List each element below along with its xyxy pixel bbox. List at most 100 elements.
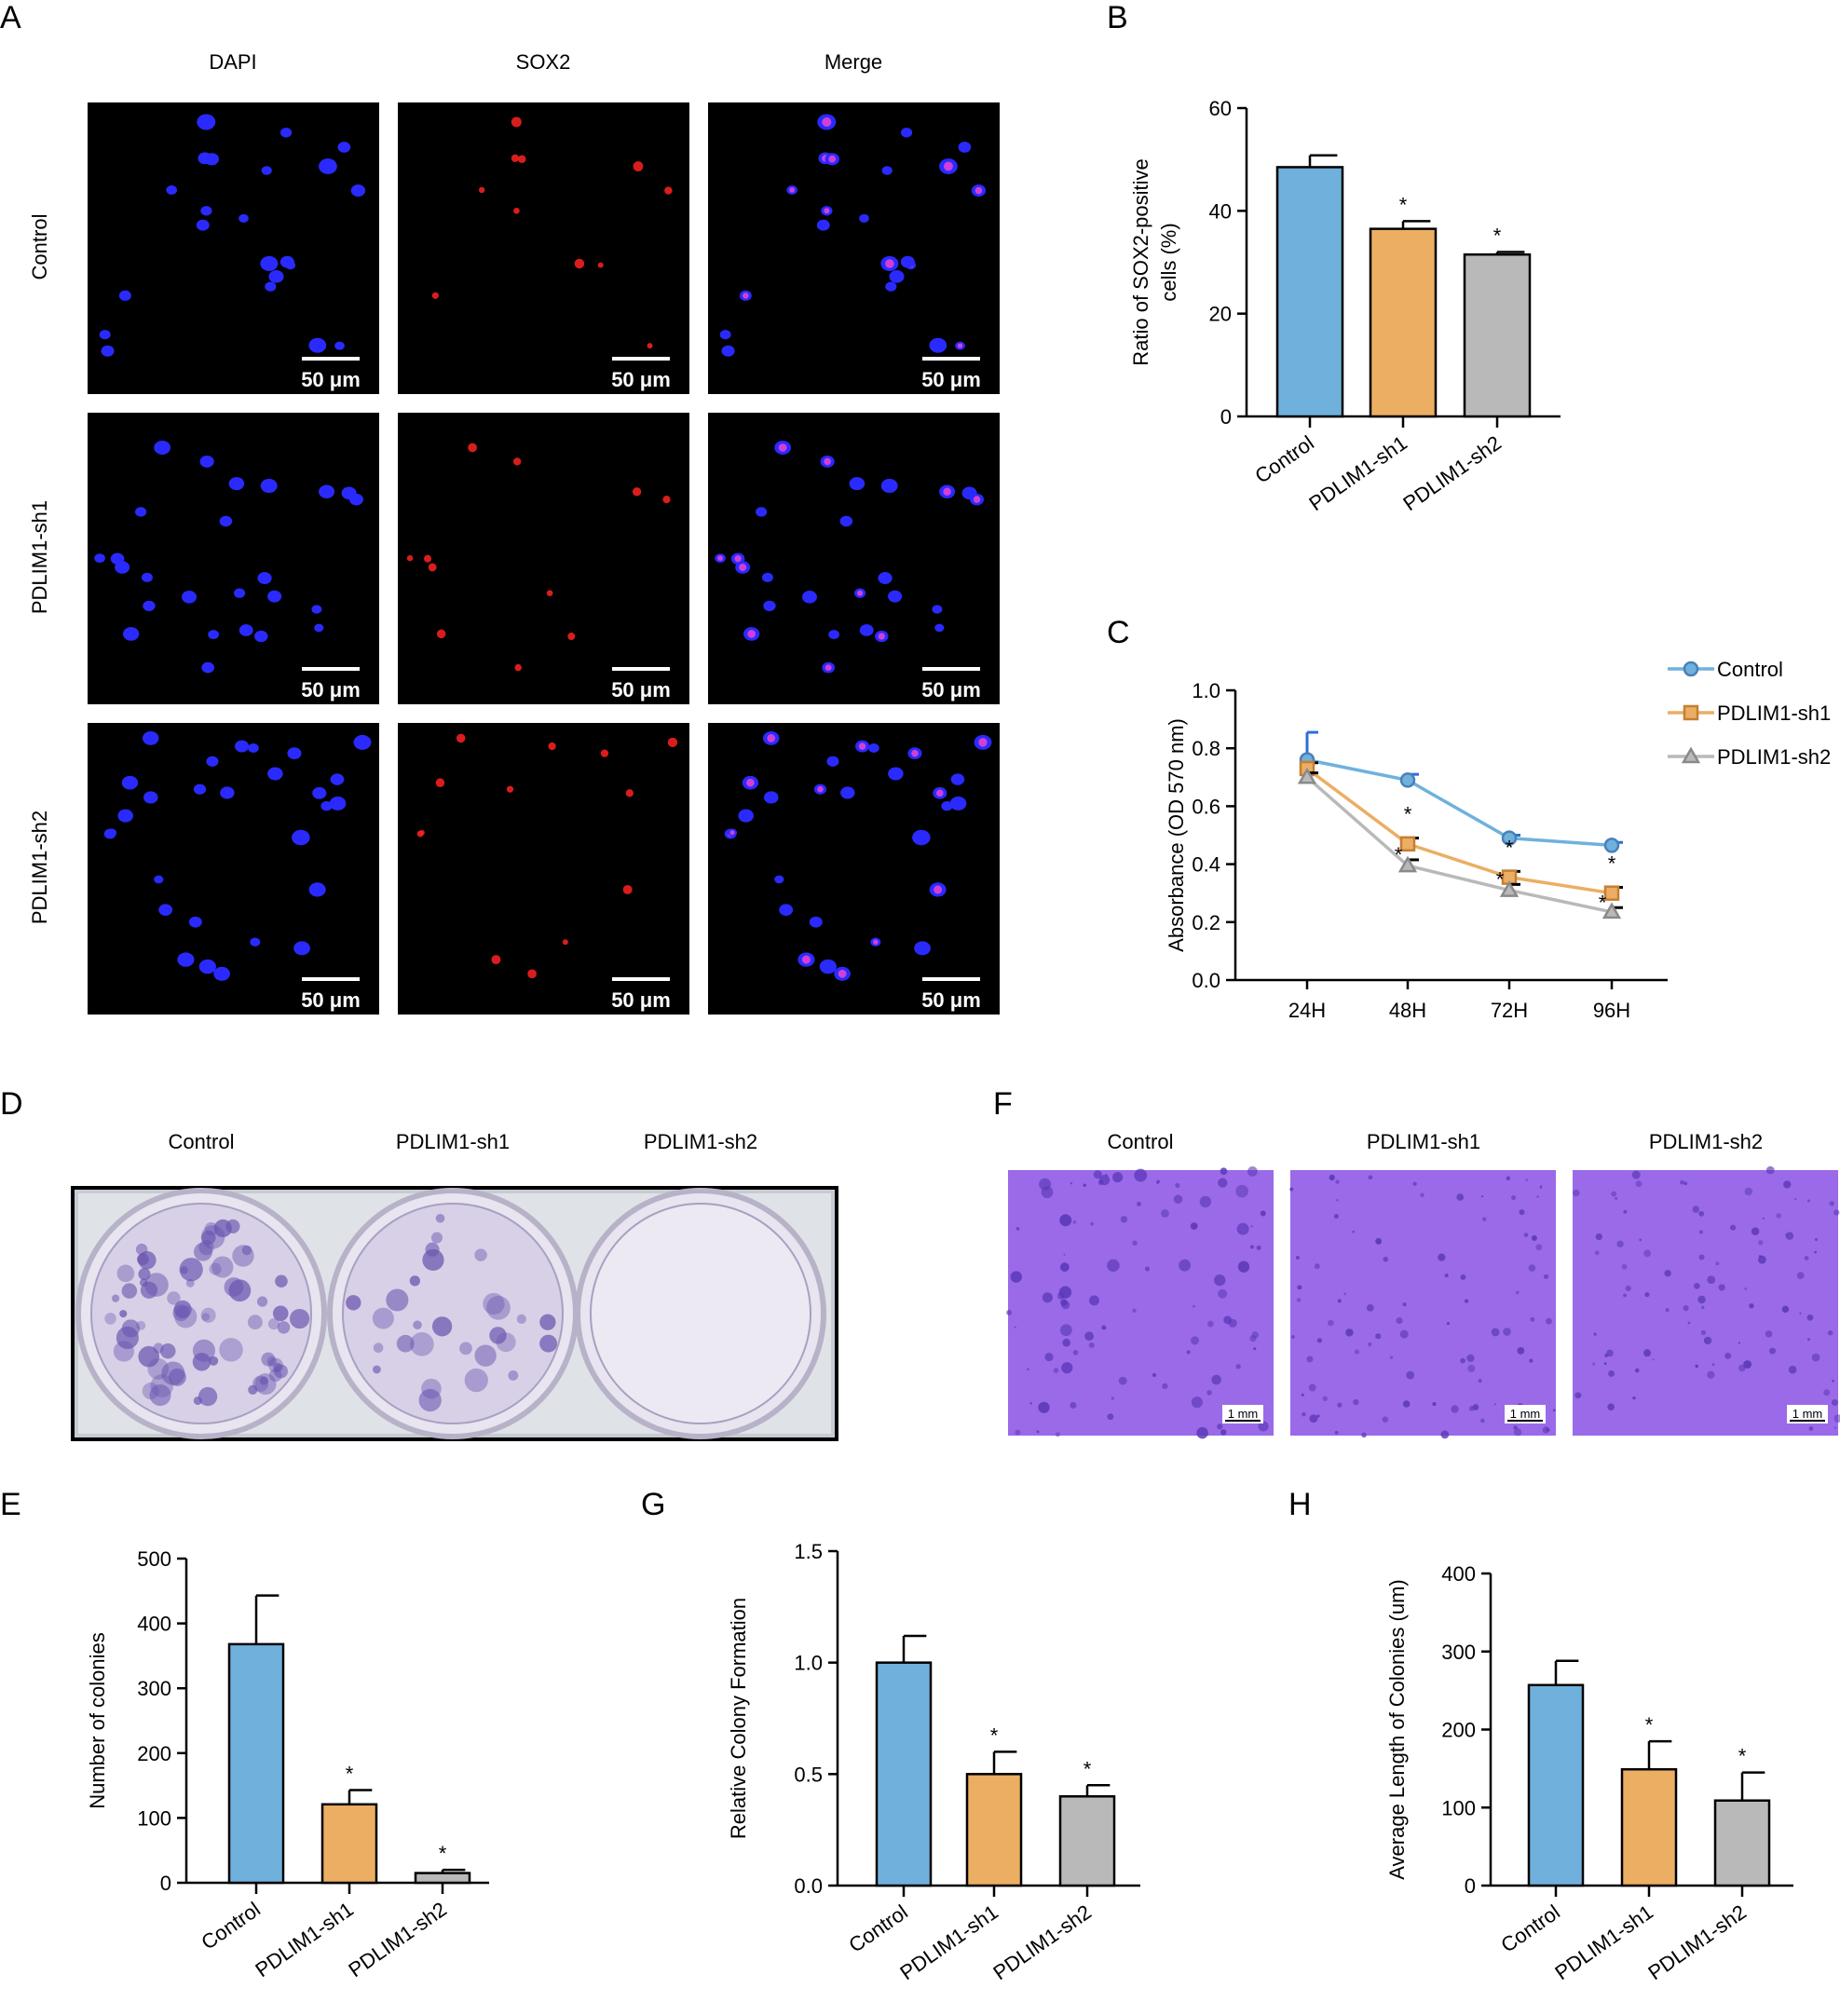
scale-bar-label: 50 μm [921,368,981,391]
bar-pdlim1-sh2 [414,1872,471,1885]
data-point [1601,902,1622,919]
data-point [1603,838,1620,853]
column-label-merge: Merge [825,50,882,74]
colony-plate-photo [71,1186,838,1441]
scale-bar-label: 50 μm [301,988,361,1012]
x-tick-label: 96H [1593,999,1630,1022]
panel-letter-d: D [0,1086,23,1122]
panel-letter-c: C [1107,615,1130,650]
bar-pdlim1-sh1 [1369,227,1438,418]
plate-label-sh1: PDLIM1-sh1 [396,1130,510,1153]
scale-bar-label: 50 μm [611,368,671,391]
bar-pdlim1-sh2 [1058,1795,1116,1887]
chart-h-colony-length: 0 100 200 300 400 Control * PDLIM1-sh1 * PDLIM1-s… [1385,1562,1793,1984]
y-tick-label: 0.8 [1192,737,1220,760]
x-tick-label: PDLIM1-sh2 [344,1898,451,1982]
column-label-dapi: DAPI [209,50,256,74]
series-line [1306,757,1613,848]
chart-e-colony-number: 0 100 200 300 400 500 Control * PDLIM1-sh1 * PDLIM… [86,1547,489,1982]
significance-mark: * [1506,836,1514,859]
plate-label-control: Control [169,1130,235,1153]
y-tick-label: 400 [137,1613,171,1636]
legend-label: Control [1717,658,1783,681]
significance-mark: * [1738,1745,1747,1768]
y-tick-label: 500 [137,1547,171,1571]
y-axis-label: Absorbance (OD 570 nm) [1165,718,1188,952]
y-tick-label: 300 [137,1677,171,1700]
y-axis-label: Relative Colony Formation [727,1598,750,1839]
fluorescence-image-grid: 50 μm 50 μm 50 μm 50 μm 50 μm 50 μm 50 μm 50 μm… [88,102,1000,1015]
legend-label: PDLIM1-sh2 [1717,745,1831,769]
x-tick-label: PDLIM1-sh2 [988,1900,1096,1985]
micrograph-tile: 50 μm [88,413,379,704]
y-tick-label: 200 [1441,1719,1476,1742]
scale-bar-label: 50 μm [611,988,671,1012]
significance-mark: * [346,1762,354,1785]
y-tick-label: 60 [1209,97,1232,120]
scale-bar-label: 50 μm [301,678,361,702]
significance-mark: * [1493,224,1502,247]
bar-control [1527,1683,1585,1887]
series-line [1305,767,1613,895]
micrograph-tile: 50 μm [708,723,1000,1015]
y-tick-label: 0.4 [1192,853,1220,877]
bar-control [875,1661,933,1887]
bar-control [1275,166,1344,418]
x-tick-label: PDLIM1-sh1 [895,1900,1002,1985]
culture-well [75,1188,327,1439]
panel-f-column-labels: Control PDLIM1-sh1 PDLIM1-sh2 [1108,1130,1764,1153]
legend-entry: PDLIM1-sh2 [1668,745,1831,769]
panel-a-column-labels: DAPI SOX2 Merge [209,50,882,74]
culture-well [327,1188,579,1439]
y-tick-label: 1.0 [794,1652,823,1675]
significance-mark: * [439,1842,447,1865]
chart-b-sox2-ratio: 0 20 40 60 Control * PDLIM1-sh1 * PDLIM1-sh2 Rati… [1129,97,1561,515]
significance-mark: * [990,1723,999,1747]
micrograph-tile: 50 μm [88,723,379,1015]
legend-entry: Control [1668,658,1783,681]
data-point [1399,772,1416,788]
data-point [1683,661,1699,677]
y-tick-label: 0.5 [794,1763,823,1786]
x-tick-label: 72H [1491,999,1528,1022]
series-control [1299,730,1623,853]
row-label-sh1: PDLIM1-sh1 [28,500,51,614]
y-tick-label: 100 [137,1806,171,1830]
y-axis-label: Average Length of Colonies (um) [1385,1579,1409,1879]
soft-agar-tile: 1 mm [1289,1170,1556,1439]
x-tick-label: PDLIM1-sh1 [251,1898,358,1982]
x-tick-label: PDLIM1-sh1 [1304,431,1411,516]
series-pdlim1-sh1: *** [1299,760,1623,901]
x-tick-label: PDLIM1-sh2 [1643,1900,1751,1985]
soft-agar-tile: 1 mm [1006,1165,1274,1439]
significance-mark: * [1399,193,1408,216]
chart-c-absorbance: 0.0 0.2 0.4 0.6 0.8 1.0 24H 48H 72H 96H Absorbance… [1165,658,1831,1022]
x-tick-label: PDLIM1-sh1 [1550,1900,1657,1985]
x-tick-label: Control [1496,1900,1563,1957]
x-tick-label: 48H [1389,999,1426,1022]
significance-mark: * [1496,867,1505,891]
column-label-sox2: SOX2 [516,50,571,74]
micrograph-tile: 50 μm [398,102,689,394]
bar-pdlim1-sh1 [965,1773,1023,1887]
series-pdlim1-sh2: *** [1297,767,1623,919]
row-label-control: Control [28,214,51,280]
data-point [1297,767,1317,784]
data-point [1603,885,1620,901]
panel-letter-e: E [0,1487,21,1522]
culture-well [575,1188,826,1439]
y-axis-label: Number of colonies [86,1632,109,1809]
x-tick-label: Control [1250,431,1317,488]
bar-pdlim1-sh2 [1713,1799,1771,1887]
y-axis-label: Ratio of SOX2-positive cells (%) [1129,158,1180,366]
data-point [1399,836,1416,852]
y-tick-label: 0.6 [1192,795,1220,818]
data-point [1397,855,1418,873]
scale-bar-label: 50 μm [611,678,671,702]
y-tick-label: 20 [1209,303,1232,326]
y-tick-label: 400 [1441,1562,1476,1586]
soft-agar-images: 1 mm 1 mm 1 mm [1006,1165,1840,1439]
bar-pdlim1-sh1 [1620,1767,1678,1887]
x-tick-label: Control [197,1898,264,1955]
